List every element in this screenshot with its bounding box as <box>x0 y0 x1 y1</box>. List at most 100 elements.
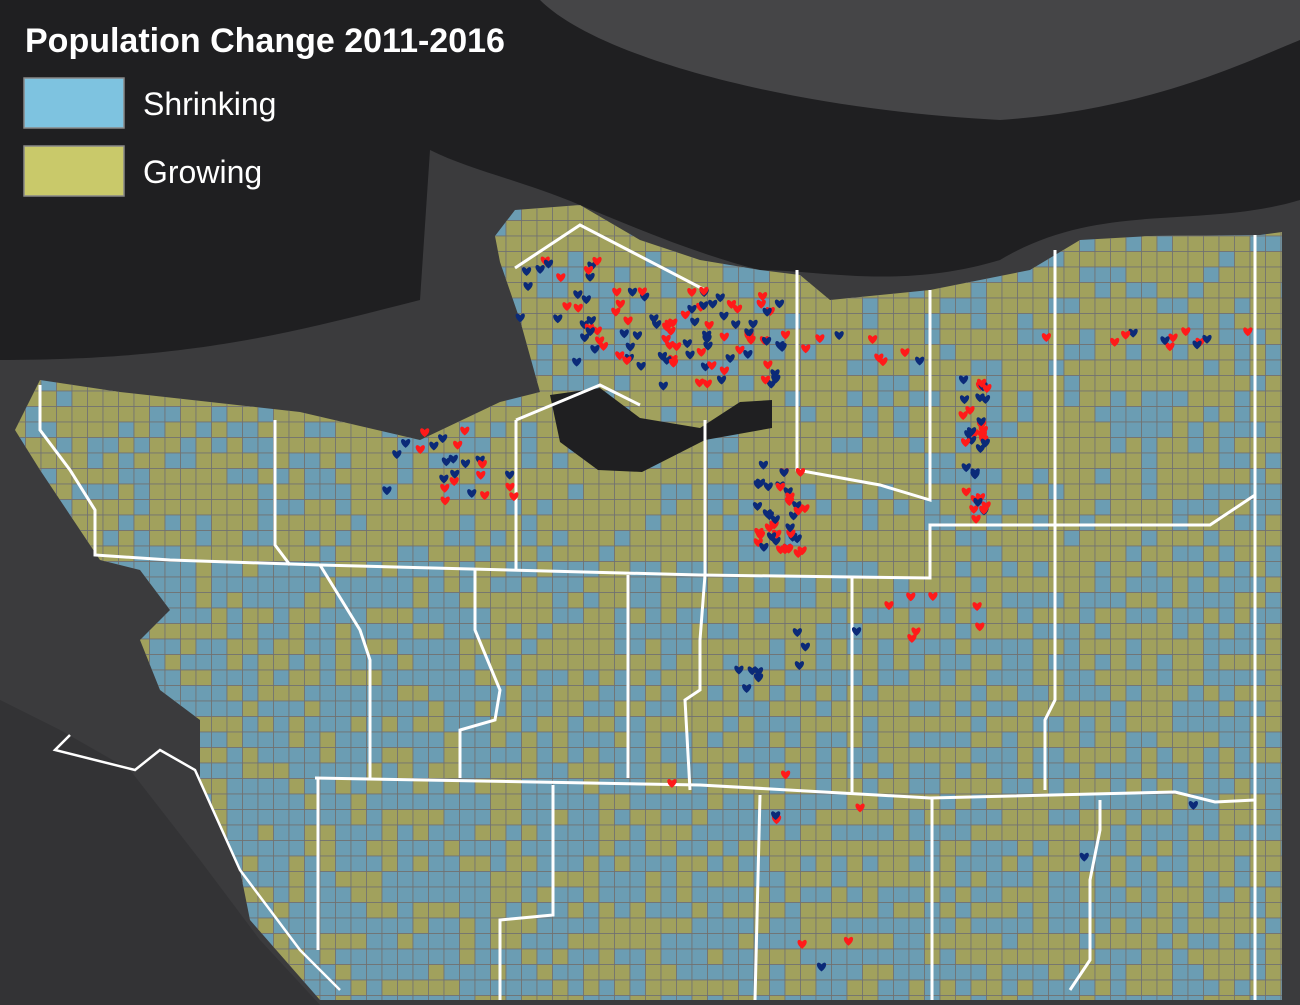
grid-cell <box>226 592 243 609</box>
grid-cell <box>1172 390 1189 407</box>
grid-cell <box>1187 390 1204 407</box>
grid-cell <box>645 654 662 671</box>
grid-cell <box>87 483 104 500</box>
grid-cell <box>521 824 538 841</box>
grid-cell <box>1017 530 1034 547</box>
grid-cell <box>955 530 972 547</box>
grid-cell <box>180 468 197 485</box>
grid-cell <box>660 251 677 268</box>
grid-cell <box>1172 592 1189 609</box>
grid-cell <box>552 654 569 671</box>
grid-cell <box>1280 514 1282 531</box>
grid-cell <box>583 685 600 702</box>
grid-cell <box>490 871 507 888</box>
grid-cell <box>1094 390 1111 407</box>
grid-cell <box>195 421 212 438</box>
grid-cell <box>1234 778 1251 795</box>
grid-cell <box>784 576 801 593</box>
grid-cell <box>629 592 646 609</box>
grid-cell <box>1218 297 1235 314</box>
grid-cell <box>908 406 925 423</box>
grid-cell <box>381 468 398 485</box>
grid-cell <box>490 545 507 562</box>
grid-cell <box>118 545 135 562</box>
grid-cell <box>536 297 553 314</box>
grid-cell <box>335 452 352 469</box>
grid-cell <box>831 530 848 547</box>
heart-marker <box>627 287 638 297</box>
heart-marker <box>961 438 971 447</box>
grid-cell <box>1063 793 1080 810</box>
grid-cell <box>319 840 336 857</box>
grid-cell <box>1063 561 1080 578</box>
heart-marker <box>779 468 789 478</box>
grid-cell <box>40 390 57 407</box>
grid-cell <box>815 886 832 903</box>
heart-marker <box>611 307 621 317</box>
grid-cell <box>1001 669 1018 686</box>
grid-cell <box>676 390 693 407</box>
grid-cell <box>273 886 290 903</box>
grid-cell <box>955 948 972 965</box>
grid-cell <box>738 375 755 392</box>
grid-cell <box>986 871 1003 888</box>
grid-cell <box>474 964 491 981</box>
grid-cell <box>1063 297 1080 314</box>
grid-cell <box>893 623 910 640</box>
heart-marker <box>682 339 692 349</box>
grid-cell <box>1265 685 1282 702</box>
grid-cell <box>226 731 243 748</box>
north-shore <box>540 0 1300 120</box>
grid-cell <box>738 824 755 841</box>
grid-cell <box>614 824 631 841</box>
grid-cell <box>350 514 367 531</box>
grid-cell <box>707 793 724 810</box>
grid-cell <box>412 964 429 981</box>
grid-cell <box>459 979 476 996</box>
grid-cell <box>800 731 817 748</box>
heart-marker <box>440 483 450 493</box>
grid-cell <box>1079 499 1096 516</box>
grid-cell <box>846 406 863 423</box>
grid-cell <box>769 824 786 841</box>
grid-cell <box>1249 824 1266 841</box>
grid-cell <box>350 685 367 702</box>
grid-cell <box>1110 948 1127 965</box>
grid-cell <box>1141 917 1158 934</box>
grid-cell <box>986 452 1003 469</box>
grid-cell <box>893 297 910 314</box>
grid-cell <box>939 545 956 562</box>
grid-cell <box>257 545 274 562</box>
grid-cell <box>784 917 801 934</box>
grid-cell <box>1110 235 1127 252</box>
grid-cell <box>226 452 243 469</box>
legend: Population Change 2011-2016 Shrinking Gr… <box>23 22 505 197</box>
grid-cell <box>366 886 383 903</box>
heart-marker <box>884 601 894 610</box>
grid-cell <box>1265 328 1282 345</box>
grid-cell <box>1125 421 1142 438</box>
grid-cell <box>335 886 352 903</box>
grid-cell <box>397 871 414 888</box>
grid-cell <box>1032 390 1049 407</box>
grid-cell <box>893 452 910 469</box>
grid-cell <box>738 995 755 1000</box>
grid-cell <box>676 499 693 516</box>
grid-cell <box>335 824 352 841</box>
grid-cell <box>862 297 879 314</box>
heart-marker <box>785 492 795 502</box>
grid-cell <box>1265 809 1282 826</box>
grid-cell <box>211 731 228 748</box>
grid-cell <box>1032 344 1049 361</box>
heart-marker <box>450 469 460 479</box>
grid-cell <box>567 933 584 950</box>
grid-cell <box>1156 421 1173 438</box>
grid-cell <box>1001 514 1018 531</box>
grid-cell <box>257 406 274 423</box>
grid-cell <box>304 623 321 640</box>
grid-cell <box>1048 747 1065 764</box>
grid-cell <box>986 545 1003 562</box>
grid-cell <box>397 607 414 624</box>
grid-cell <box>1125 685 1142 702</box>
legend-title: Population Change 2011-2016 <box>25 22 505 60</box>
